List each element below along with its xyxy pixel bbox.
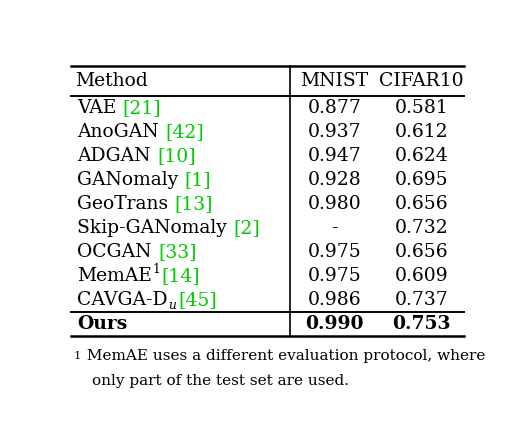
- Text: GANomaly: GANomaly: [77, 171, 185, 189]
- Text: [42]: [42]: [165, 123, 204, 141]
- Text: [21]: [21]: [123, 99, 161, 117]
- Text: 0.695: 0.695: [395, 171, 448, 189]
- Text: [1]: [1]: [185, 171, 211, 189]
- Text: [33]: [33]: [158, 243, 196, 261]
- Text: 0.609: 0.609: [395, 267, 448, 285]
- Text: 0.990: 0.990: [305, 315, 363, 333]
- Text: 0.986: 0.986: [307, 291, 361, 309]
- Text: u: u: [168, 299, 176, 312]
- Text: Ours: Ours: [77, 315, 128, 333]
- Text: 0.732: 0.732: [395, 219, 448, 237]
- Text: GeoTrans: GeoTrans: [77, 195, 174, 213]
- Text: 0.624: 0.624: [395, 147, 448, 165]
- Text: CAVGA-D: CAVGA-D: [77, 291, 168, 309]
- Text: MNIST: MNIST: [300, 72, 369, 90]
- Text: 1: 1: [73, 351, 81, 361]
- Text: OCGAN: OCGAN: [77, 243, 158, 261]
- Text: 0.612: 0.612: [395, 123, 448, 141]
- Text: [14]: [14]: [161, 267, 200, 285]
- Text: 0.975: 0.975: [307, 243, 361, 261]
- Text: ADGAN: ADGAN: [77, 147, 157, 165]
- Text: 0.975: 0.975: [307, 267, 361, 285]
- Text: 0.581: 0.581: [395, 99, 448, 117]
- Text: [13]: [13]: [174, 195, 213, 213]
- Text: 0.753: 0.753: [392, 315, 450, 333]
- Text: Skip-GANomaly: Skip-GANomaly: [77, 219, 233, 237]
- Text: [10]: [10]: [157, 147, 196, 165]
- Text: -: -: [331, 219, 338, 237]
- Text: AnoGAN: AnoGAN: [77, 123, 165, 141]
- Text: 0.656: 0.656: [395, 243, 448, 261]
- Text: MemAE: MemAE: [77, 267, 152, 285]
- Text: [2]: [2]: [233, 219, 260, 237]
- Text: VAE: VAE: [77, 99, 123, 117]
- Text: CIFAR10: CIFAR10: [379, 72, 464, 90]
- Text: 0.937: 0.937: [307, 123, 361, 141]
- Text: 0.656: 0.656: [395, 195, 448, 213]
- Text: 0.980: 0.980: [307, 195, 361, 213]
- Text: 0.928: 0.928: [307, 171, 361, 189]
- Text: MemAE uses a different evaluation protocol, where: MemAE uses a different evaluation protoc…: [81, 349, 485, 363]
- Text: 1: 1: [152, 263, 160, 276]
- Text: Method: Method: [75, 72, 148, 90]
- Text: 0.877: 0.877: [307, 99, 361, 117]
- Text: [45]: [45]: [178, 291, 217, 309]
- Text: only part of the test set are used.: only part of the test set are used.: [91, 374, 349, 388]
- Text: 0.947: 0.947: [307, 147, 361, 165]
- Text: 0.737: 0.737: [395, 291, 448, 309]
